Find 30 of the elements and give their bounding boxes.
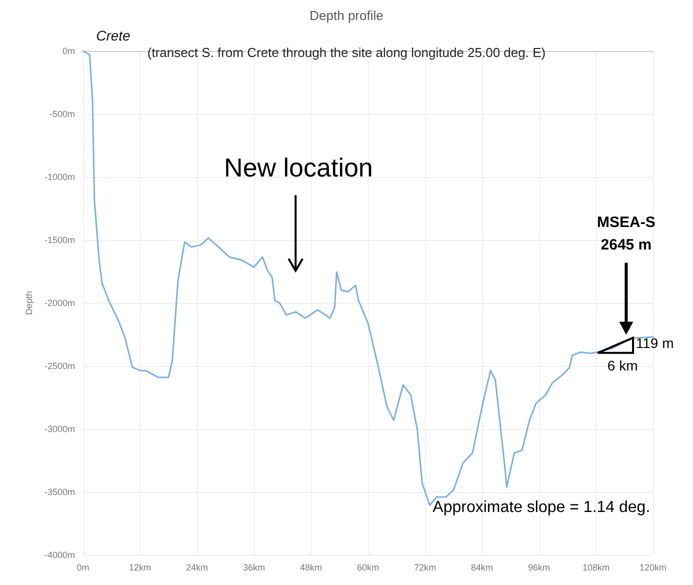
x-tick-label: 84km xyxy=(470,562,494,572)
y-tick-label: -3500m xyxy=(44,487,75,497)
y-tick-label: -2000m xyxy=(44,298,75,308)
y-tick-label: -500m xyxy=(49,109,75,119)
x-tick-label: 24km xyxy=(186,562,208,572)
y-tick-label: -1000m xyxy=(44,172,75,182)
x-tick-label: 108km xyxy=(582,562,610,572)
x-tick-label: 0m xyxy=(76,562,90,572)
x-tick-label: 36km xyxy=(242,562,266,572)
y-tick-label: -1500m xyxy=(44,235,75,245)
annotation: 2645 m xyxy=(600,236,652,254)
chart-title: Depth profile xyxy=(310,8,384,23)
x-tick-label: 48km xyxy=(300,562,322,572)
annotation: New location xyxy=(224,152,373,182)
x-tick-label: 60km xyxy=(356,562,380,572)
y-tick-label: 0m xyxy=(62,46,75,56)
y-tick-label: -4000m xyxy=(44,550,75,560)
annotation: MSEA-S xyxy=(597,214,656,231)
text: Crete xyxy=(96,27,131,44)
y-axis-title: Depth xyxy=(24,290,34,316)
x-tick-label: 72km xyxy=(414,562,436,572)
x-tick-label: 12km xyxy=(128,562,152,572)
y-tick-label: -3000m xyxy=(44,424,75,434)
annotation: 119 m xyxy=(636,334,674,351)
x-tick-label: 96km xyxy=(528,562,550,572)
annotation: 6 km xyxy=(607,357,638,374)
y-tick-label: -2500m xyxy=(44,361,75,371)
x-tick-label: 120km xyxy=(639,562,667,572)
annotation: Approximate slope = 1.14 deg. xyxy=(432,499,650,516)
chart-subtitle: (transect S. from Crete through the site along longitude 25.00 deg. E) xyxy=(147,45,546,60)
